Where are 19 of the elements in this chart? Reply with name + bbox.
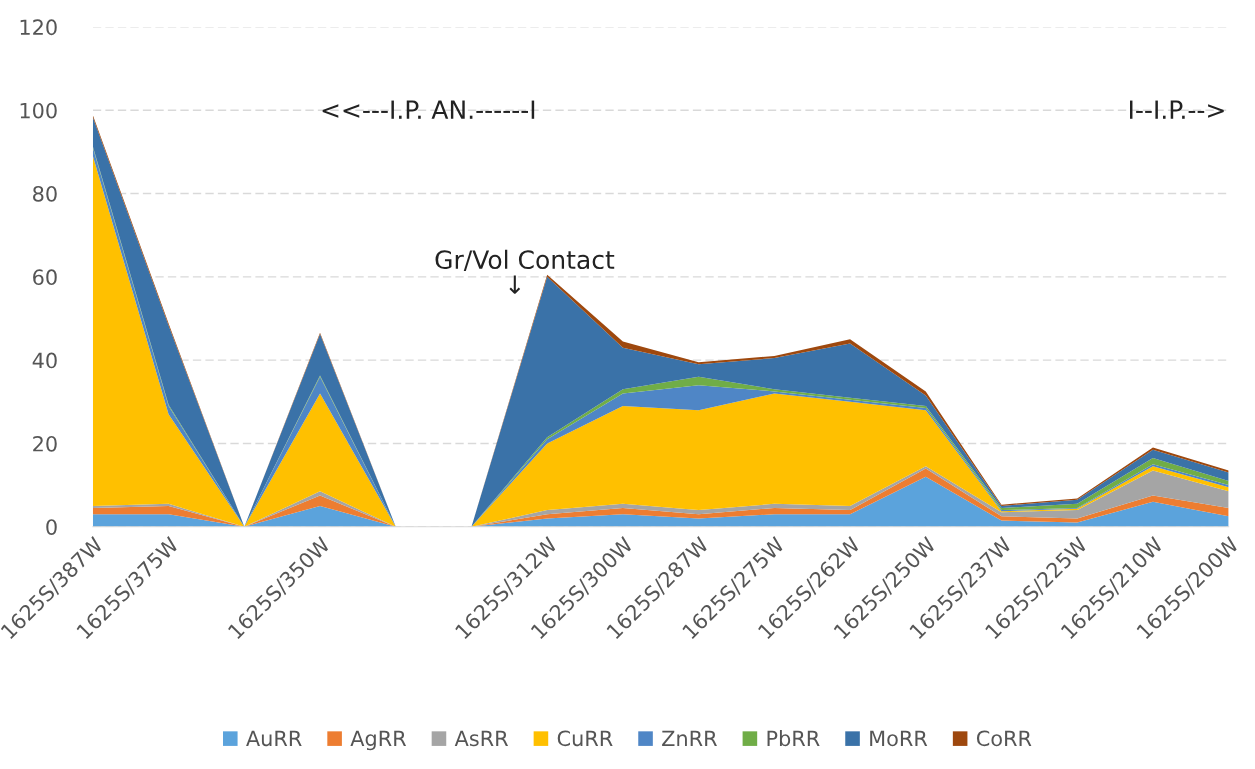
legend-label: AuRR <box>246 730 302 747</box>
legend-label: AsRR <box>454 730 509 747</box>
y-tick-label: 100 <box>20 102 57 119</box>
legend-label: AgRR <box>350 730 407 751</box>
annotation: Gr/Vol Contact <box>435 249 615 272</box>
legend-label: PbRR <box>767 730 820 747</box>
legend-label: MoRR <box>870 730 928 747</box>
y-tick-label: 40 <box>32 352 57 369</box>
annotation: ↓ <box>509 275 521 294</box>
y-tick-label: 60 <box>33 269 57 286</box>
legend-label: CuRR <box>557 730 613 747</box>
annotation: <<---I.P. AN.------I <box>322 100 535 119</box>
y-tick-label: 120 <box>20 19 57 36</box>
legend-label: ZnRR <box>662 730 717 746</box>
y-tick-label: 20 <box>33 435 57 452</box>
y-tick-label: 0 <box>46 519 57 535</box>
legend-label: CoRR <box>976 730 1032 747</box>
annotation: I--I.P.--> <box>1129 100 1224 119</box>
y-tick-label: 80 <box>33 185 57 202</box>
